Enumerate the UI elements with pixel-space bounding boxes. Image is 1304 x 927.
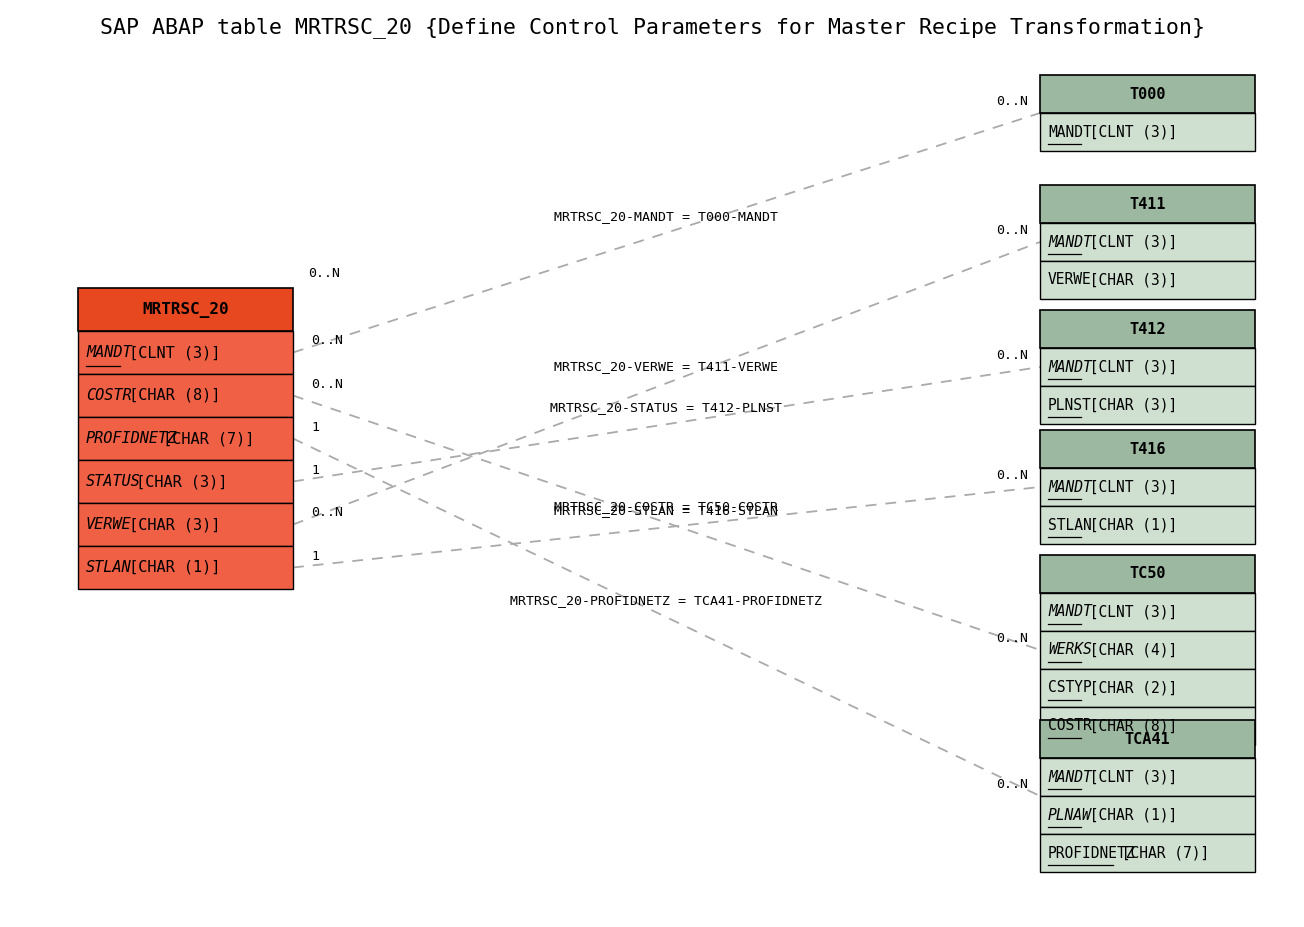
Text: 1: 1 — [310, 464, 319, 476]
Bar — [1041, 834, 1254, 872]
Text: [CLNT (3)]: [CLNT (3)] — [1081, 360, 1176, 375]
Text: [CHAR (4)]: [CHAR (4)] — [1081, 642, 1176, 657]
Bar — [78, 460, 293, 503]
Text: MANDT: MANDT — [86, 345, 132, 360]
Text: COSTR: COSTR — [1048, 718, 1091, 733]
Text: [CHAR (3)]: [CHAR (3)] — [126, 474, 227, 489]
Text: [CHAR (3)]: [CHAR (3)] — [1081, 398, 1176, 413]
Bar — [1041, 796, 1254, 834]
Bar — [78, 331, 293, 374]
Text: 0..N: 0..N — [996, 224, 1028, 237]
Text: STATUS: STATUS — [86, 474, 141, 489]
Text: [CLNT (3)]: [CLNT (3)] — [120, 345, 220, 360]
Text: 0..N: 0..N — [310, 335, 343, 348]
Text: MRTRSC_20: MRTRSC_20 — [142, 301, 228, 318]
Text: [CLNT (3)]: [CLNT (3)] — [1081, 235, 1176, 249]
Text: [CHAR (7)]: [CHAR (7)] — [154, 431, 254, 446]
Text: MRTRSC_20-STLAN = T416-STLAN: MRTRSC_20-STLAN = T416-STLAN — [554, 504, 778, 517]
Text: MANDT: MANDT — [1048, 235, 1091, 249]
Text: T000: T000 — [1129, 86, 1166, 101]
Bar — [1041, 720, 1254, 758]
Bar — [1041, 310, 1254, 348]
Text: MRTRSC_20-VERWE = T411-VERWE: MRTRSC_20-VERWE = T411-VERWE — [554, 361, 778, 374]
Text: VERWE: VERWE — [86, 517, 132, 532]
Text: CSTYP: CSTYP — [1048, 680, 1091, 695]
Text: 0..N: 0..N — [996, 778, 1028, 791]
Text: PROFIDNETZ: PROFIDNETZ — [86, 431, 177, 446]
Text: [CHAR (8)]: [CHAR (8)] — [120, 388, 220, 403]
Bar — [78, 288, 293, 331]
Text: [CHAR (7)]: [CHAR (7)] — [1114, 845, 1209, 860]
Text: MRTRSC_20-PROFIDNETZ = TCA41-PROFIDNETZ: MRTRSC_20-PROFIDNETZ = TCA41-PROFIDNETZ — [510, 594, 823, 607]
Text: [CLNT (3)]: [CLNT (3)] — [1081, 479, 1176, 494]
Bar — [1041, 113, 1254, 151]
Text: [CLNT (3)]: [CLNT (3)] — [1081, 124, 1176, 139]
Bar — [1041, 223, 1254, 261]
Text: MRTRSC_20-MANDT = T000-MANDT: MRTRSC_20-MANDT = T000-MANDT — [554, 210, 778, 222]
Bar — [1041, 185, 1254, 223]
Bar — [78, 417, 293, 460]
Text: 1: 1 — [310, 550, 319, 563]
Bar — [1041, 631, 1254, 669]
Text: [CLNT (3)]: [CLNT (3)] — [1081, 769, 1176, 784]
Text: [CHAR (1)]: [CHAR (1)] — [1081, 807, 1176, 822]
Text: VERWE: VERWE — [1048, 273, 1091, 287]
Text: 0..N: 0..N — [996, 349, 1028, 362]
Text: 0..N: 0..N — [996, 469, 1028, 482]
Text: TC50: TC50 — [1129, 566, 1166, 581]
Text: WERKS: WERKS — [1048, 642, 1091, 657]
Bar — [78, 374, 293, 417]
Text: COSTR: COSTR — [86, 388, 132, 403]
Text: TCA41: TCA41 — [1124, 731, 1170, 746]
Bar — [1041, 669, 1254, 707]
Text: [CHAR (8)]: [CHAR (8)] — [1081, 718, 1176, 733]
Text: T411: T411 — [1129, 197, 1166, 211]
Text: 0..N: 0..N — [996, 95, 1028, 108]
Text: 0..N: 0..N — [310, 377, 343, 390]
Bar — [78, 503, 293, 546]
Text: MANDT: MANDT — [1048, 360, 1091, 375]
Bar — [1041, 506, 1254, 544]
Text: [CLNT (3)]: [CLNT (3)] — [1081, 604, 1176, 619]
Text: PLNST: PLNST — [1048, 398, 1091, 413]
Bar — [1041, 386, 1254, 424]
Text: [CHAR (1)]: [CHAR (1)] — [1081, 517, 1176, 532]
Text: STLAN: STLAN — [1048, 517, 1091, 532]
Text: SAP ABAP table MRTRSC_20 {Define Control Parameters for Master Recipe Transforma: SAP ABAP table MRTRSC_20 {Define Control… — [99, 18, 1205, 38]
Bar — [1041, 348, 1254, 386]
Text: MANDT: MANDT — [1048, 124, 1091, 139]
Text: 1: 1 — [310, 421, 319, 434]
Text: MANDT: MANDT — [1048, 769, 1091, 784]
Text: PROFIDNETZ: PROFIDNETZ — [1048, 845, 1136, 860]
Text: 0..N: 0..N — [310, 506, 343, 519]
Text: PLNAW: PLNAW — [1048, 807, 1091, 822]
Bar — [1041, 593, 1254, 631]
Bar — [1041, 468, 1254, 506]
Bar — [1041, 75, 1254, 113]
Text: 0..N: 0..N — [308, 267, 340, 280]
Bar — [1041, 261, 1254, 299]
Text: [CHAR (3)]: [CHAR (3)] — [1081, 273, 1176, 287]
Bar — [78, 546, 293, 589]
Bar — [1041, 555, 1254, 593]
Text: T416: T416 — [1129, 441, 1166, 456]
Bar — [1041, 707, 1254, 745]
Text: MRTRSC_20-COSTR = TC50-COSTR: MRTRSC_20-COSTR = TC50-COSTR — [554, 500, 778, 513]
Bar — [1041, 430, 1254, 468]
Bar — [1041, 758, 1254, 796]
Text: 0..N: 0..N — [996, 632, 1028, 645]
Text: STLAN: STLAN — [86, 560, 132, 575]
Text: [CHAR (3)]: [CHAR (3)] — [120, 517, 220, 532]
Text: MRTRSC_20-STATUS = T412-PLNST: MRTRSC_20-STATUS = T412-PLNST — [550, 401, 782, 414]
Text: T412: T412 — [1129, 322, 1166, 337]
Text: MANDT: MANDT — [1048, 604, 1091, 619]
Text: MANDT: MANDT — [1048, 479, 1091, 494]
Text: [CHAR (1)]: [CHAR (1)] — [120, 560, 220, 575]
Text: [CHAR (2)]: [CHAR (2)] — [1081, 680, 1176, 695]
